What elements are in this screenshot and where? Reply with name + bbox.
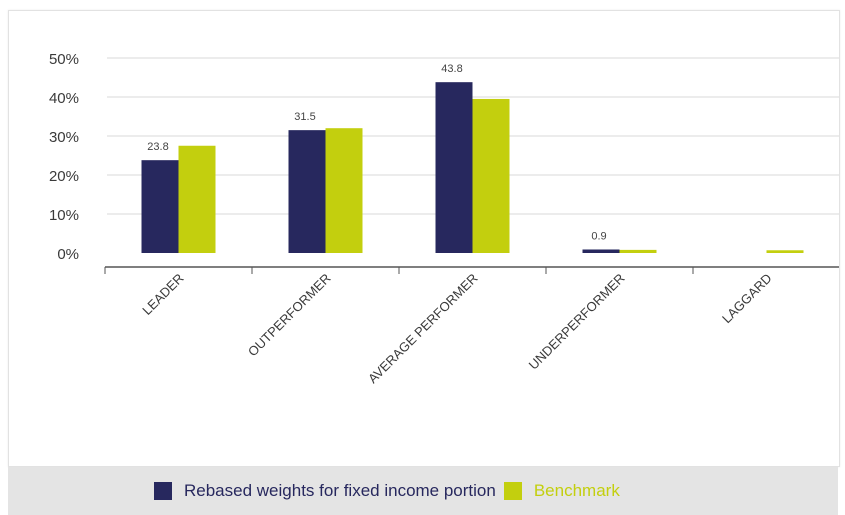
bar-benchmark [766, 250, 804, 253]
y-tick-label: 10% [49, 207, 79, 224]
bar-benchmark [178, 145, 216, 253]
y-tick-label: 0% [57, 246, 79, 263]
x-category-label: LEADER [139, 271, 186, 318]
y-tick-label: 20% [49, 168, 79, 185]
y-tick-label: 40% [49, 90, 79, 107]
chart-panel: 0% 10% 20% 30% 40% 50% 23.8 31.5 43.8 0.9 LEADER… [8, 10, 840, 467]
x-category-label: OUTPERFORMER [245, 271, 334, 360]
data-label: 23.8 [147, 141, 168, 153]
bar-rebased [288, 130, 326, 253]
bar-benchmark [619, 249, 657, 253]
data-labels: 23.8 31.5 43.8 0.9 [147, 63, 606, 242]
bar-rebased [141, 160, 179, 253]
legend-swatch-rebased [154, 482, 172, 500]
data-label: 31.5 [294, 111, 315, 123]
x-category-label: LAGGARD [719, 271, 775, 327]
x-axis-category-labels: LEADER OUTPERFORMER AVERAGE PERFORMER UNDER… [139, 271, 774, 387]
legend-label-rebased: Rebased weights for fixed income portion [184, 481, 496, 500]
x-axis [104, 266, 839, 274]
x-category-label: UNDERPERFORMER [526, 271, 628, 373]
bar-chart: 0% 10% 20% 30% 40% 50% 23.8 31.5 43.8 0.9 LEADER… [49, 51, 839, 387]
legend-item-rebased: Rebased weights for fixed income portion [154, 481, 496, 501]
data-label: 43.8 [441, 63, 462, 75]
y-tick-label: 50% [49, 51, 79, 68]
y-tick-label: 30% [49, 129, 79, 146]
legend: Rebased weights for fixed income portion… [154, 481, 620, 501]
bars [141, 82, 804, 254]
bar-benchmark [472, 98, 510, 253]
bar-benchmark [325, 128, 363, 253]
legend-swatch-benchmark [503, 482, 522, 500]
data-label: 0.9 [591, 230, 606, 242]
legend-bar: Rebased weights for fixed income portion… [8, 467, 838, 515]
y-axis-tick-labels: 0% 10% 20% 30% 40% 50% [49, 51, 79, 263]
bar-rebased [582, 249, 620, 253]
legend-label-benchmark: Benchmark [533, 481, 620, 500]
bar-rebased [435, 82, 473, 254]
x-category-label: AVERAGE PERFORMER [365, 271, 481, 387]
legend-item-benchmark: Benchmark [503, 481, 620, 501]
